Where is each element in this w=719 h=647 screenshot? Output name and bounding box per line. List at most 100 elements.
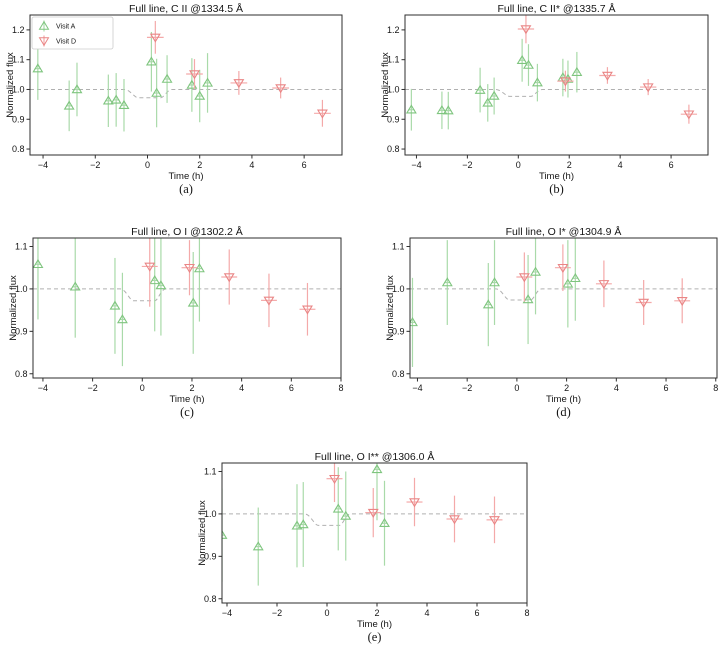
y-tick-label: 1.0 [387,84,400,94]
triangle-up-icon [202,77,214,87]
x-tick-label: 0 [514,383,519,393]
triangle-down-icon [301,305,313,315]
triangle-down-icon [409,498,420,508]
series-visit-a-c [33,238,205,367]
triangle-up-icon [297,519,309,529]
triangle-up-icon [340,510,352,520]
triangle-up-icon [187,297,199,307]
triangle-down-icon [189,70,200,80]
x-tick-label: 0 [145,160,150,170]
x-tick-label: 0 [140,383,145,393]
triangle-down-icon [184,263,195,274]
y-tick-label: 1.0 [204,509,217,519]
triangle-up-icon [222,530,228,539]
triangle-up-icon [116,314,128,324]
triangle-up-icon [32,63,44,73]
x-tick-label: −2 [90,160,100,170]
x-tick-label: 8 [338,383,343,393]
triangle-up-icon [405,104,417,114]
x-tick-label: 4 [249,160,254,170]
triangle-up-icon [149,275,161,285]
y-tick-label: 0.8 [387,144,400,154]
chart-title-d: Full line, O I* @1304.9 Å [506,225,622,238]
triangle-down-icon [449,515,460,525]
x-tick-label: 2 [564,383,569,393]
triangle-up-icon [379,517,390,527]
triangle-down-icon [638,298,650,308]
triangle-down-icon [329,474,340,485]
x-tick-label: −4 [411,160,421,170]
panel-label-c: (c) [180,405,194,419]
x-tick-label: 2 [567,160,572,170]
y-tick-label: 1.1 [387,55,400,65]
y-tick-label: 1.0 [12,84,25,94]
triangle-down-icon [518,273,530,283]
triangle-down-icon [316,109,328,119]
x-tick-label: 2 [197,160,202,170]
triangle-down-icon [149,33,161,43]
triangle-down-icon [233,79,245,89]
triangle-up-icon [161,73,173,83]
x-tick-label: 6 [474,608,479,618]
x-tick-label: 6 [669,160,674,170]
y-tick-label: 1.1 [204,466,217,476]
y-tick-label: 0.8 [12,144,25,154]
x-tick-label: 6 [664,383,669,393]
triangle-up-icon [38,20,50,30]
triangle-up-icon [102,95,114,105]
chart-title-e: Full line, O I** @1306.0 Å [315,450,435,463]
x-axis-label-c: Time (h) [169,394,204,405]
triangle-down-icon [38,37,50,47]
x-tick-label: −4 [222,608,232,618]
triangle-up-icon [531,77,543,87]
triangle-up-icon [522,294,534,304]
series-visit-a-e [222,463,390,586]
x-axis-label-a: Time (h) [168,171,203,182]
legend-label: Visit A [56,24,76,31]
panel-label-e: (e) [368,630,382,644]
triangle-up-icon [569,272,581,283]
x-tick-label: 4 [614,383,619,393]
subplot-d: Full line, O I* @1304.9 Å −4 −2 0 2 4 6 8 0.8 0.9… [360,215,719,430]
x-tick-label: −2 [272,608,282,618]
y-axis-label-b: Normalized flux [380,52,391,118]
axes-frame-c [32,237,342,379]
triangle-up-icon [571,66,583,76]
triangle-down-icon [367,508,379,519]
x-tick-label: 6 [302,160,307,170]
y-tick-label: 1.1 [15,241,28,251]
triangle-up-icon [110,94,122,104]
x-tick-label: 4 [424,608,429,618]
triangle-up-icon [530,266,542,276]
x-tick-label: −4 [38,160,48,170]
triangle-up-icon [151,87,163,97]
triangle-down-icon [598,280,610,290]
y-axis-label-a: Normalized flux [5,52,16,118]
series-visit-d-a [146,20,331,127]
triangle-down-icon [275,84,287,94]
panel-label-b: (b) [549,182,564,196]
triangle-up-icon [63,100,75,110]
y-axis-label-d: Normalized flux [385,275,396,341]
y-tick-label: 0.9 [12,114,25,124]
transit-model-line-c [33,288,341,302]
subplot-b: Full line, C II* @1335.7 Å −4 −2 0 2 4 6 0.8 0.9… [360,0,719,215]
subplot-c: Full line, O I @1302.2 Å −4 −2 0 2 4 6 8 0.8 0.9 1… [0,215,352,430]
axes-frame-b [404,14,709,156]
x-tick-label: 8 [524,608,529,618]
triangle-down-icon [263,296,275,306]
triangle-up-icon [252,541,264,551]
y-tick-label: 0.8 [15,369,28,379]
series-visit-d-d [516,244,691,325]
x-tick-label: 0 [516,160,521,170]
series-visit-a-d [410,238,581,367]
triangle-up-icon [194,90,206,100]
axes-frame-d [409,237,718,379]
x-tick-label: −4 [412,383,422,393]
chart-canvas-e: Full line, O I** @1306.0 Å −4 −2 0 2 4 6 8 0.8 0.… [197,450,530,644]
series-visit-d-e [326,463,503,544]
transit-model-line-a [30,88,342,99]
chart-canvas-a: Full line, C II @1334.5 Å −4 −2 0 2 4 6 0.8 0.9 1… [5,2,343,196]
triangle-down-icon [601,71,613,81]
